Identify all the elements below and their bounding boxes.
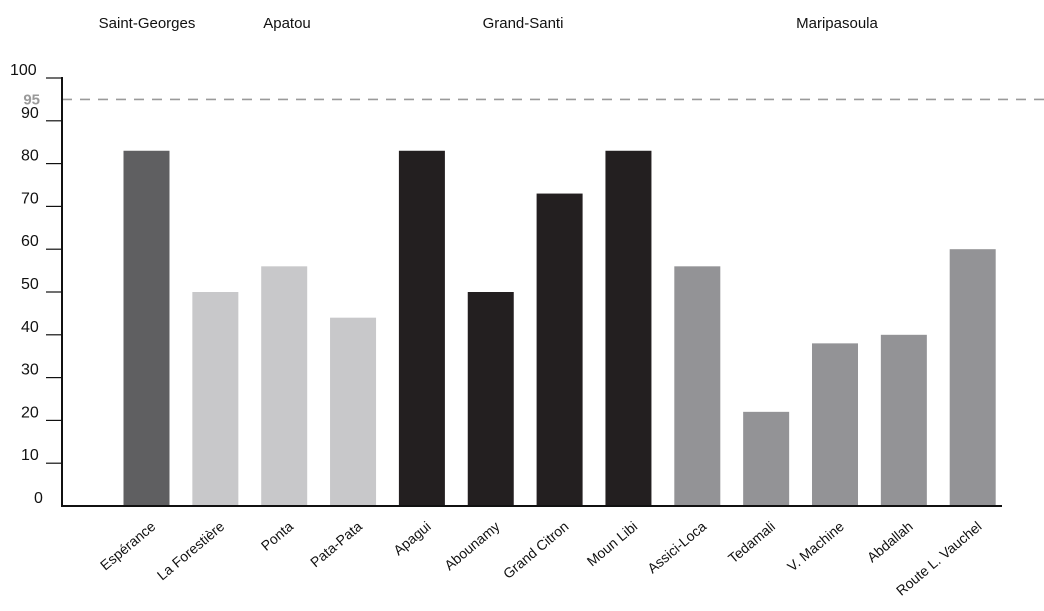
y-tick-label: 50 [21, 276, 39, 293]
bar-moun-libi [605, 150, 652, 506]
x-tick-label-assici-loca: Assici-Loca [644, 518, 709, 576]
group-label-apatou: Apatou [263, 15, 311, 32]
group-labels: Saint-Georges Apatou Grand-Santi Maripas… [99, 15, 879, 32]
bar-route-l-vauchel [949, 249, 996, 506]
y-tick-label: 40 [21, 319, 39, 336]
y-tick-label: 60 [21, 233, 39, 250]
y-tick-label: 70 [21, 190, 39, 207]
x-tick-label-abdallah: Abdallah [864, 518, 916, 565]
x-tick-label-grand-citron: Grand Citron [500, 518, 572, 582]
y-tick-label: 30 [21, 362, 39, 379]
bar-abounamy [467, 292, 514, 506]
bar-apagui [398, 150, 445, 506]
bar-pata-pata [330, 317, 377, 506]
x-tick-label-la-forestiere: La Forestière [154, 518, 228, 583]
reference-line-label: 95 [23, 91, 40, 108]
y-tick-label: 90 [21, 105, 39, 122]
x-tick-label-ponta: Ponta [258, 518, 296, 554]
y-tick-label: 0 [34, 490, 43, 507]
x-tick-label-apagui: Apagui [390, 518, 434, 558]
y-axis: 0 10 20 30 40 50 60 70 80 90 100 [10, 62, 63, 507]
bars [123, 150, 996, 506]
x-tick-label-v-machine: V. Machine [784, 518, 847, 575]
bar-ponta [261, 266, 308, 506]
reference-line-group: 95 [23, 91, 1044, 108]
x-tick-label-tedamali: Tedamali [725, 518, 778, 566]
bar-v-machine [812, 343, 858, 506]
group-label-maripasoula: Maripasoula [796, 15, 878, 32]
x-tick-label-abounamy: Abounamy [441, 518, 503, 573]
y-tick-label: 100 [10, 62, 37, 79]
y-tick-label: 20 [21, 404, 39, 421]
y-tick-label: 80 [21, 148, 39, 165]
bar-abdallah [880, 334, 927, 506]
y-tick-label: 10 [21, 447, 39, 464]
bar-assici-loca [674, 266, 721, 506]
bar-la-forestiere [192, 292, 239, 506]
x-tick-label-pata-pata: Pata-Pata [307, 518, 365, 570]
group-label-saint-georges: Saint-Georges [99, 15, 196, 32]
group-label-grand-santi: Grand-Santi [483, 15, 564, 32]
bar-grand-citron [536, 193, 583, 506]
bar-esperance [123, 150, 170, 506]
x-tick-label-esperance: Espérance [97, 518, 159, 573]
bar-tedamali [743, 411, 790, 506]
x-tick-label-moun-libi: Moun Libi [584, 518, 641, 569]
